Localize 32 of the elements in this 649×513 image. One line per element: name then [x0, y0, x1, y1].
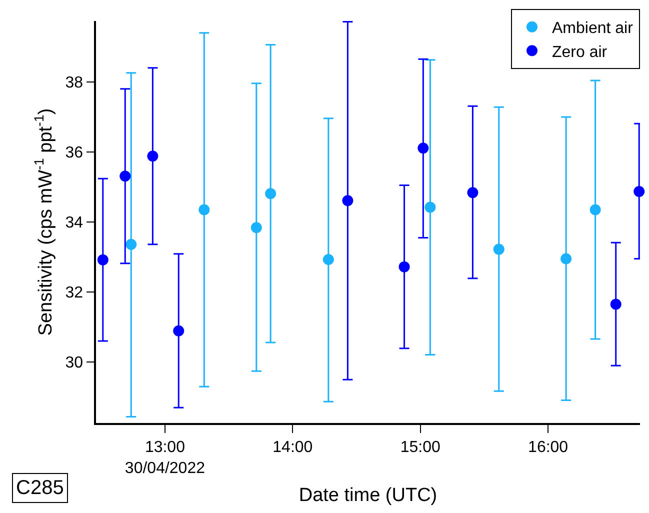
- y-tick-label: 38: [65, 74, 84, 92]
- legend-label: Zero air: [552, 44, 608, 61]
- point: [424, 202, 436, 213]
- point: [418, 142, 429, 154]
- point: [493, 244, 504, 255]
- text: C285: [16, 477, 64, 499]
- point: [560, 253, 572, 264]
- legend-label: Ambient air: [552, 20, 634, 38]
- y-tick-label: 32: [65, 284, 84, 302]
- x-tick-label: 13:00 30/04/2022: [124, 438, 206, 477]
- point: [610, 298, 622, 310]
- point: [590, 204, 601, 216]
- point: [322, 254, 334, 265]
- point: [120, 170, 131, 182]
- x-axis-title: Date time (UTC): [298, 485, 438, 506]
- point: [398, 261, 410, 272]
- y-tick-label: 34: [65, 214, 84, 232]
- point: [250, 222, 262, 234]
- point: [634, 186, 645, 198]
- point: [126, 238, 137, 250]
- point: [147, 150, 158, 162]
- x-tick-label: 16:00: [528, 438, 568, 456]
- x-tick-label: 14:00: [272, 438, 313, 456]
- point: [198, 204, 210, 216]
- y-tick-label: 30: [65, 354, 84, 372]
- point: [467, 187, 478, 198]
- y-tick-label: 36: [65, 144, 84, 162]
- point: [342, 195, 354, 206]
- point: [97, 254, 108, 266]
- x-tick-label: 15:00: [400, 438, 440, 456]
- point: [173, 325, 184, 336]
- point: [265, 188, 276, 200]
